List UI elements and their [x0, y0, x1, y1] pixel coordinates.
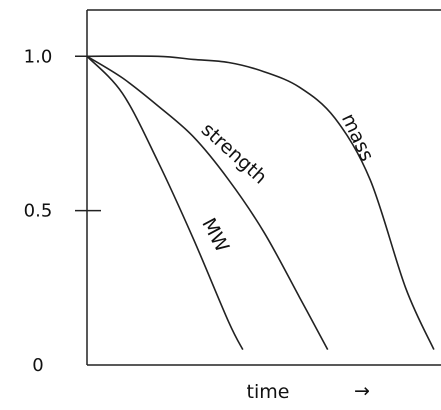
curve-mw — [86, 55, 244, 350]
y-tick-label: 1.0 — [24, 46, 53, 67]
curve-mass — [86, 55, 435, 350]
x-axis-label: time — [247, 381, 290, 403]
x-axis-arrow: → — [354, 380, 370, 402]
y-ticks: 1.0 0.5 0 — [24, 46, 101, 376]
y-tick-label: 0.5 — [24, 201, 53, 222]
curve-strength — [86, 55, 329, 350]
curves — [86, 55, 435, 350]
curve-label-mass: mass — [337, 110, 378, 165]
y-tick-label: 0 — [32, 355, 43, 376]
curve-label-mw: MW — [197, 214, 233, 256]
